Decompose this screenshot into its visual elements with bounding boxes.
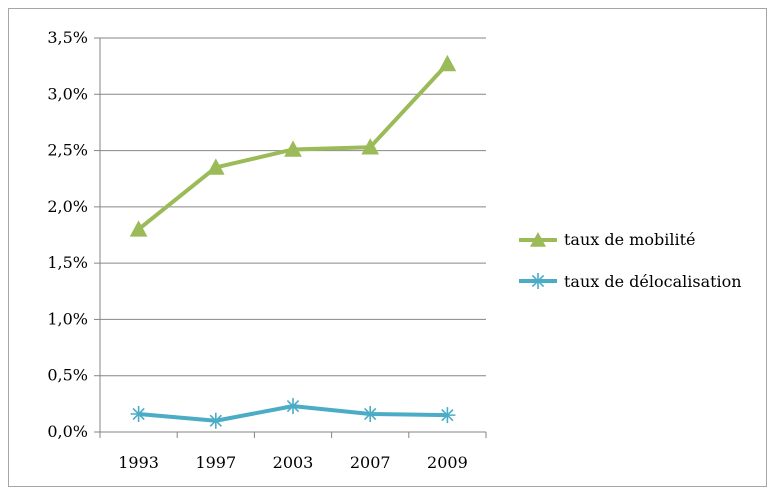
legend-marker-delocalisation xyxy=(530,273,546,289)
y-tick-label: 1,5% xyxy=(47,253,88,272)
x-tick-label: 2003 xyxy=(273,453,314,472)
data-point-asterisk xyxy=(439,407,456,424)
data-point-asterisk xyxy=(207,412,224,429)
legend-item-delocalisation: taux de délocalisation xyxy=(519,272,742,291)
series-group xyxy=(129,54,457,429)
y-tick-label: 0,5% xyxy=(47,366,88,385)
y-tick-label: 1,0% xyxy=(47,309,88,328)
y-tick-label: 3,0% xyxy=(47,84,88,103)
x-axis-ticks: 1993 1997 2003 2007 2009 xyxy=(99,432,487,472)
y-tick-label: 2,5% xyxy=(47,141,88,160)
x-tick-label: 2007 xyxy=(350,453,391,472)
data-point-triangle xyxy=(361,138,380,155)
y-tick-label: 2,0% xyxy=(47,197,88,216)
legend-asterisk xyxy=(530,273,546,289)
data-point-asterisk xyxy=(130,405,147,422)
legend-label-delocalisation: taux de délocalisation xyxy=(564,272,742,291)
chart-frame xyxy=(8,8,767,487)
legend: taux de mobilité taux de délocalisation xyxy=(519,230,742,291)
x-tick-label: 2009 xyxy=(427,453,468,472)
y-tick-label: 3,5% xyxy=(47,28,88,47)
data-point-asterisk xyxy=(285,398,301,415)
legend-label-mobilite: taux de mobilité xyxy=(564,230,695,249)
legend-marker-mobilite xyxy=(530,232,546,247)
y-tick-label: 0,0% xyxy=(47,422,88,441)
data-point-triangle xyxy=(129,220,148,237)
data-point-triangle xyxy=(284,140,302,157)
x-tick-label: 1993 xyxy=(118,453,159,472)
y-axis-ticks: 0,0% 0,5% 1,0% 1,5% 2,0% 2,5% 3,0% 3,5% xyxy=(47,28,100,441)
legend-item-mobilite: taux de mobilité xyxy=(519,230,695,249)
data-point-asterisk xyxy=(362,405,379,422)
data-point-triangle xyxy=(206,158,225,175)
x-tick-label: 1997 xyxy=(195,453,236,472)
axes xyxy=(99,38,486,433)
gridlines xyxy=(100,37,486,377)
data-point-triangle xyxy=(438,54,457,72)
